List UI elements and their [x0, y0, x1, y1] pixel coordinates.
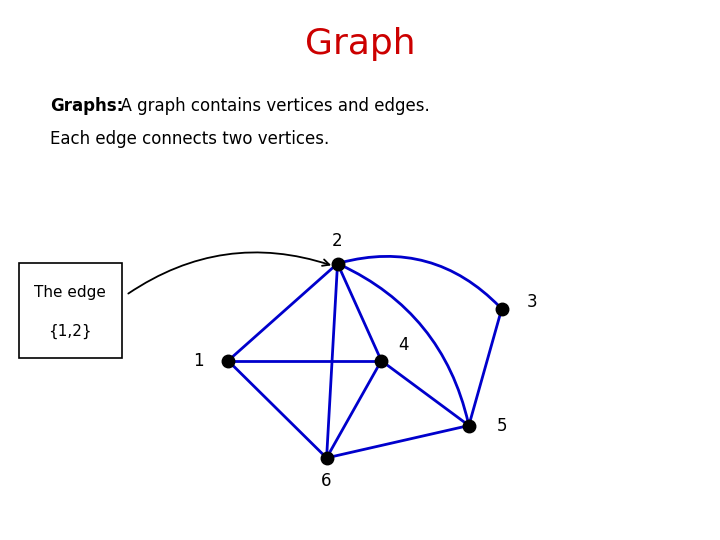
- Text: 1: 1: [193, 352, 203, 370]
- Text: 6: 6: [321, 471, 332, 490]
- Text: 3: 3: [526, 293, 537, 312]
- Text: {1,2}: {1,2}: [48, 323, 92, 339]
- Text: 4: 4: [398, 335, 408, 354]
- Text: Graph: Graph: [305, 27, 415, 61]
- Text: 2: 2: [332, 232, 343, 250]
- FancyBboxPatch shape: [19, 264, 122, 357]
- Text: 5: 5: [497, 416, 507, 435]
- Text: Each edge connects two vertices.: Each edge connects two vertices.: [50, 130, 330, 147]
- Text: Graphs:: Graphs:: [50, 97, 124, 115]
- Text: A graph contains vertices and edges.: A graph contains vertices and edges.: [110, 97, 430, 115]
- Text: The edge: The edge: [35, 285, 106, 300]
